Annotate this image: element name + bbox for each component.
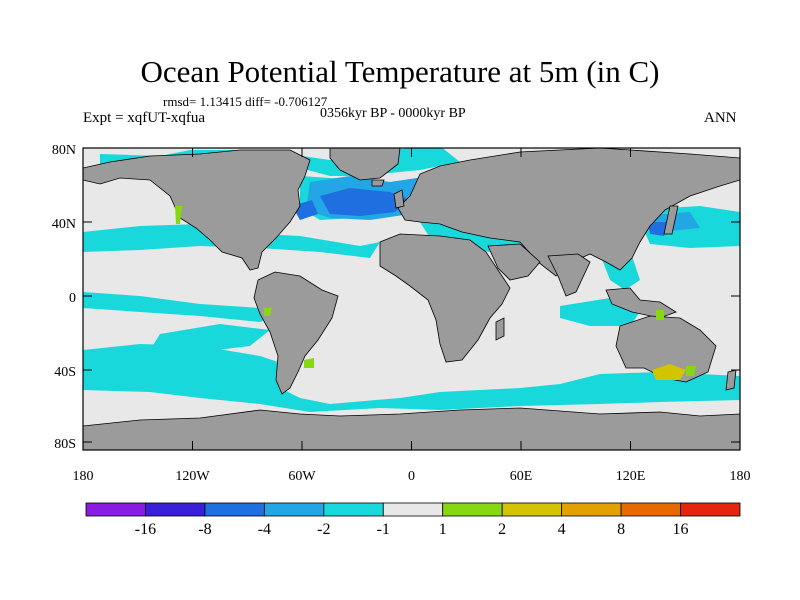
colorbar-box — [561, 502, 622, 517]
lon-axis — [82, 148, 741, 450]
colorbar-label: -8 — [198, 521, 211, 538]
lon-tick-label: 0 — [408, 469, 415, 484]
colorbar-box — [204, 502, 265, 517]
stats-line: rmsd= 1.13415 diff= -0.706127 — [163, 94, 328, 109]
colorbar-label: 4 — [558, 521, 566, 538]
north-america — [83, 149, 311, 271]
colorbar-label: -1 — [377, 521, 390, 538]
lat-tick-label: 40N — [52, 217, 76, 232]
lon-tick-label: 120E — [616, 469, 646, 484]
south-america — [253, 271, 339, 395]
arabia — [487, 243, 541, 281]
experiment-label: Expt = xqfUT-xqfua — [83, 110, 206, 126]
colorbar-box — [323, 502, 384, 517]
colorbar-box — [263, 502, 325, 517]
iceland — [371, 179, 385, 187]
colorbar-box — [620, 502, 681, 517]
colorbar — [85, 502, 741, 517]
colorbar-label: 1 — [439, 521, 447, 538]
lon-tick-labels: 180 120W 60W 0 60E 120E 180 — [73, 469, 751, 484]
colorbar-box — [85, 502, 146, 517]
colorbar-label: -16 — [135, 521, 156, 538]
colorbar-box — [680, 502, 741, 517]
colorbar-box — [382, 502, 444, 517]
lon-tick-label: 180 — [730, 469, 751, 484]
new-zealand — [725, 369, 737, 391]
period-label: 0356kyr BP - 0000kyr BP — [320, 106, 466, 121]
lat-tick-label: 80N — [52, 143, 76, 158]
colorbar-labels: -16 -8 -4 -2 -1 1 2 4 8 16 — [135, 521, 689, 538]
colorbar-label: 2 — [498, 521, 506, 538]
lat-axis — [83, 147, 740, 443]
colorbar-box — [501, 502, 563, 517]
season-label: ANN — [704, 110, 737, 126]
lat-tick-label: 0 — [69, 291, 76, 306]
australia — [615, 315, 717, 383]
lat-tick-labels: 80N 40N 0 40S 80S — [52, 143, 76, 452]
india — [547, 253, 591, 297]
plot-title: Ocean Potential Temperature at 5m (in C) — [140, 54, 660, 89]
europe-asia — [397, 148, 740, 277]
lat-tick-label: 80S — [54, 437, 76, 452]
lon-tick-label: 60E — [510, 469, 533, 484]
positive-anomaly-patches — [175, 206, 696, 380]
colorbar-box — [442, 502, 503, 517]
map-panel — [83, 148, 740, 450]
antarctica — [83, 407, 740, 450]
lon-tick-label: 180 — [73, 469, 94, 484]
greenland — [329, 148, 401, 181]
lon-tick-label: 60W — [288, 469, 316, 484]
colorbar-label: 16 — [673, 521, 689, 538]
colorbar-label: -4 — [258, 521, 271, 538]
colorbar-label: 8 — [617, 521, 625, 538]
colorbar-box — [145, 502, 206, 517]
land-masses — [83, 148, 740, 450]
lat-tick-label: 40S — [54, 365, 76, 380]
colorbar-label: -2 — [317, 521, 330, 538]
lon-tick-label: 120W — [175, 469, 210, 484]
japan — [663, 205, 679, 235]
uk — [393, 189, 405, 209]
madagascar — [495, 317, 505, 341]
africa — [379, 233, 511, 363]
